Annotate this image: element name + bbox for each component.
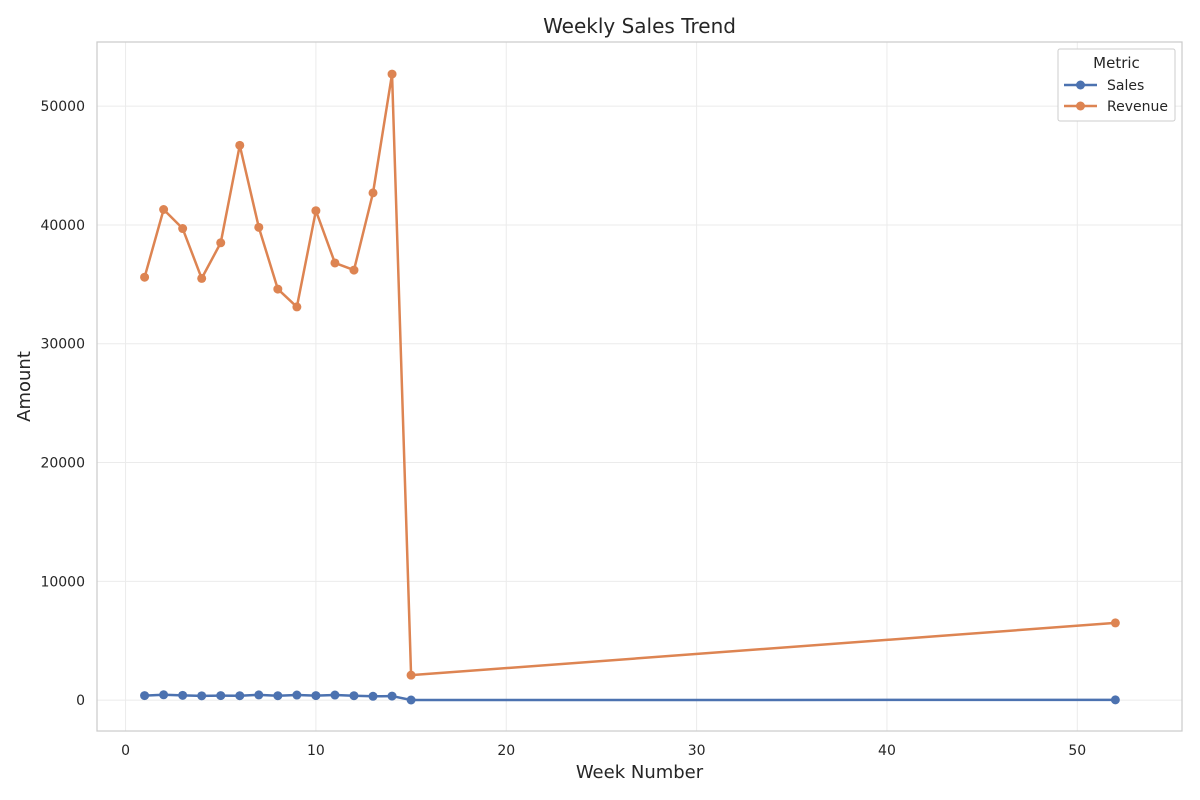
data-point-revenue-1 — [159, 205, 169, 214]
data-point-revenue-8 — [292, 302, 302, 312]
data-point-revenue-10 — [330, 258, 340, 268]
y-tick-label-4: 40000 — [40, 218, 85, 234]
x-tick-label-3: 30 — [688, 743, 706, 759]
data-point-sales-10 — [330, 690, 340, 700]
data-point-revenue-12 — [368, 188, 378, 198]
x-tick-label-2: 20 — [497, 743, 515, 759]
x-tick-labels: 0 10 20 30 40 50 — [121, 743, 1086, 759]
series-layer — [140, 69, 1120, 705]
data-point-sales-11 — [349, 691, 359, 701]
data-point-revenue-11 — [349, 265, 359, 275]
x-axis-title: Week Number — [576, 762, 704, 783]
y-tick-labels: 0 10000 20000 30000 40000 50000 — [40, 99, 85, 709]
data-point-revenue-13 — [387, 69, 397, 79]
legend-box — [1057, 48, 1176, 122]
data-point-revenue-9 — [311, 206, 321, 216]
data-point-sales-7 — [273, 691, 283, 701]
chart-title: Weekly Sales Trend — [543, 14, 736, 38]
data-point-revenue-3 — [197, 273, 207, 283]
x-tick-label-0: 0 — [121, 743, 130, 759]
legend: Metric Sales Revenue — [1057, 48, 1176, 122]
legend-marker-revenue — [1076, 101, 1085, 111]
data-point-sales-13 — [387, 691, 397, 701]
data-point-sales-12 — [368, 691, 378, 701]
data-point-revenue-2 — [178, 224, 188, 234]
data-point-revenue-7 — [273, 284, 283, 294]
y-tick-label-1: 10000 — [40, 574, 85, 590]
legend-label-revenue: Revenue — [1107, 99, 1168, 115]
legend-label-sales: Sales — [1107, 78, 1144, 94]
data-point-sales-3 — [197, 691, 207, 701]
legend-marker-sales — [1076, 80, 1085, 90]
y-tick-label-5: 50000 — [40, 99, 85, 115]
y-axis-title: Amount — [14, 351, 35, 422]
data-point-revenue-5 — [235, 140, 245, 150]
y-tick-label-0: 0 — [76, 693, 85, 709]
data-point-sales-9 — [311, 691, 321, 701]
data-point-sales-4 — [216, 691, 226, 701]
x-tick-label-1: 10 — [307, 743, 325, 759]
data-point-revenue-0 — [140, 272, 150, 282]
data-point-sales-15 — [1110, 695, 1120, 705]
data-point-revenue-14 — [406, 670, 416, 680]
series-line-sales — [143, 693, 1117, 702]
data-point-sales-1 — [159, 690, 169, 700]
series-line-revenue — [143, 72, 1117, 677]
x-tick-label-5: 50 — [1068, 743, 1086, 759]
data-point-revenue-4 — [216, 238, 226, 248]
data-point-sales-14 — [406, 695, 416, 705]
data-point-sales-2 — [178, 690, 188, 700]
data-point-sales-5 — [235, 691, 245, 701]
legend-title: Metric — [1093, 54, 1140, 72]
x-tick-label-4: 40 — [878, 743, 896, 759]
data-point-sales-6 — [254, 690, 264, 700]
plot-frame — [96, 41, 1183, 732]
data-point-revenue-6 — [254, 222, 264, 232]
data-point-sales-8 — [292, 690, 302, 700]
y-tick-label-3: 30000 — [40, 337, 85, 353]
y-tick-label-2: 20000 — [40, 456, 85, 472]
data-point-sales-0 — [140, 691, 150, 701]
data-point-revenue-15 — [1110, 618, 1120, 628]
